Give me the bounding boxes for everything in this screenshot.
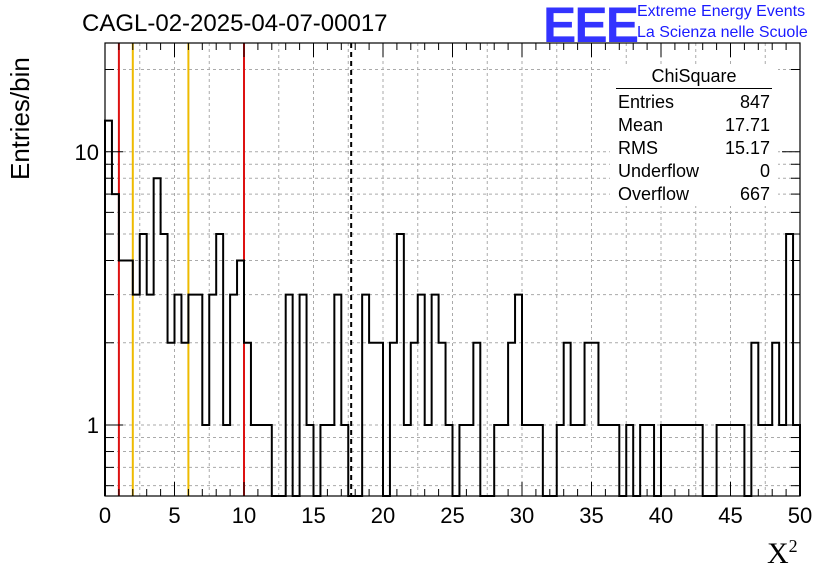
stats-title: ChiSquare — [616, 66, 772, 89]
histogram-line — [104, 119, 801, 497]
stats-row-mean: Mean 17.71 — [610, 114, 778, 137]
x-tick-label: 30 — [510, 503, 534, 528]
logo-subtitle-2: La Scienza nelle Scuole — [637, 24, 808, 41]
x-tick-label: 20 — [371, 503, 395, 528]
y-tick-label: 10 — [75, 140, 99, 165]
x-tick-label: 40 — [649, 503, 673, 528]
stats-label: Overflow — [618, 184, 690, 204]
x-tick-label: 5 — [168, 503, 180, 528]
x-axis-label-base: X — [767, 537, 789, 570]
logo-subtitle-1: Extreme Energy Events — [637, 3, 806, 20]
stats-row-rms: RMS 15.17 — [610, 137, 778, 160]
stats-box: ChiSquare Entries 847 Mean 17.71 RMS 15.… — [610, 66, 778, 206]
stats-value: 0 — [759, 161, 770, 181]
stats-label: Entries — [618, 92, 675, 112]
stats-label: RMS — [618, 138, 658, 158]
x-tick-label: 50 — [788, 503, 812, 528]
x-tick-label: 0 — [99, 503, 111, 528]
y-tick-label: 1 — [87, 413, 99, 438]
stats-value: 667 — [739, 184, 770, 204]
x-tick-label: 10 — [232, 503, 256, 528]
stats-value: 15.17 — [724, 138, 770, 158]
stats-label: Underflow — [618, 161, 700, 181]
x-tick-label: 25 — [440, 503, 464, 528]
stats-value: 17.71 — [724, 115, 770, 135]
stats-row-overflow: Overflow 667 — [610, 183, 778, 206]
stats-row-entries: Entries 847 — [610, 91, 778, 114]
x-tick-label: 35 — [579, 503, 603, 528]
x-axis-label-superscript: 2 — [788, 536, 798, 556]
stats-row-underflow: Underflow 0 — [610, 160, 778, 183]
y-axis-label: Entries/bin — [5, 57, 35, 180]
x-tick-label: 45 — [718, 503, 742, 528]
x-axis-label: X2 — [767, 536, 798, 571]
stats-value: 847 — [739, 92, 770, 112]
chart-title: CAGL-02-2025-04-07-00017 — [82, 10, 388, 37]
stats-label: Mean — [618, 115, 664, 135]
x-tick-label: 15 — [301, 503, 325, 528]
eee-logo: EEE — [543, 0, 639, 53]
